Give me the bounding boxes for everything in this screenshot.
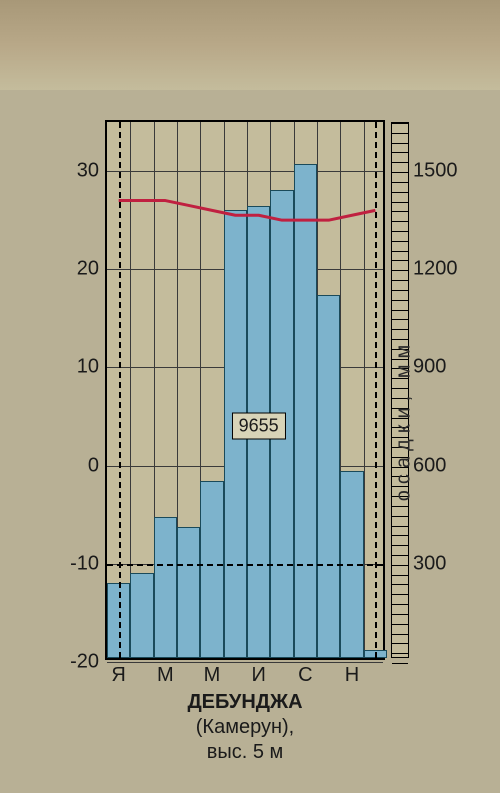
temp-tick: 0 [49, 454, 99, 477]
precip-bar [130, 573, 153, 658]
temp-tick: 20 [49, 258, 99, 281]
month-label: М [157, 664, 174, 687]
caption-title: ДЕБУНДЖА [107, 690, 383, 715]
annual-precip-annotation: 9655 [232, 413, 286, 440]
precip-bar [177, 527, 200, 658]
precip-tick: 900 [413, 356, 473, 379]
month-label: Я [111, 664, 125, 687]
precip-bar [294, 164, 317, 658]
precip-tick: 1500 [413, 160, 473, 183]
temp-tick: -20 [49, 651, 99, 674]
temp-tick: -10 [49, 552, 99, 575]
chart-caption: ДЕБУНДЖА (Камерун), выс. 5 м [107, 690, 383, 765]
month-label: С [298, 664, 312, 687]
precip-tick: 300 [413, 552, 473, 575]
plot-area: 9655 -20-100102030 30060090012001500 ЯММ… [105, 120, 385, 660]
precip-tick: 1200 [413, 258, 473, 281]
precip-axis-label: осадки, мм [392, 339, 415, 501]
temp-tick: 30 [49, 160, 99, 183]
page-header-texture [0, 0, 500, 90]
precip-tick: 600 [413, 454, 473, 477]
month-label: Н [345, 664, 359, 687]
precip-bar [317, 295, 340, 658]
caption-subtitle-1: (Камерун), [107, 715, 383, 740]
month-label: М [204, 664, 221, 687]
precip-bar [200, 481, 223, 658]
climograph-chart: температура, °С 9655 -20-100102030 30060… [30, 100, 470, 740]
precip-bar [154, 517, 177, 658]
caption-subtitle-2: выс. 5 м [107, 740, 383, 765]
month-label: И [251, 664, 265, 687]
temp-tick: 10 [49, 356, 99, 379]
